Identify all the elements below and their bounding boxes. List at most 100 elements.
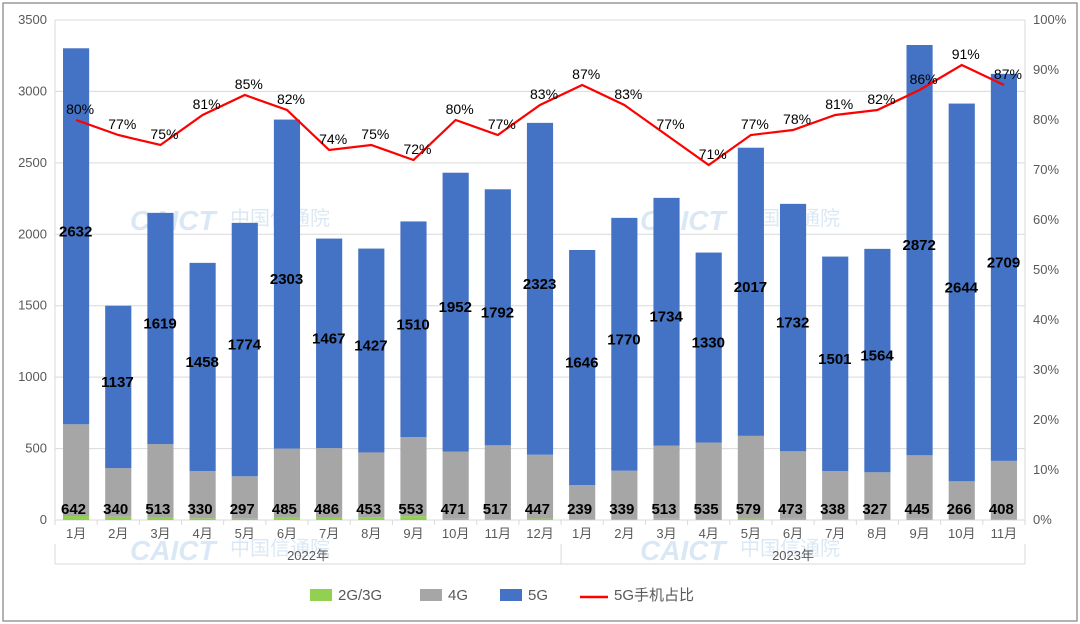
svg-text:8月: 8月 — [867, 526, 887, 541]
svg-text:3000: 3000 — [18, 83, 47, 98]
svg-text:513: 513 — [145, 501, 170, 518]
svg-text:87%: 87% — [994, 66, 1022, 82]
svg-text:86%: 86% — [910, 71, 938, 87]
svg-text:1770: 1770 — [607, 331, 640, 348]
svg-text:339: 339 — [609, 501, 634, 518]
svg-text:0: 0 — [40, 512, 47, 527]
svg-text:2872: 2872 — [902, 237, 935, 254]
svg-text:1467: 1467 — [312, 330, 345, 347]
svg-text:2303: 2303 — [270, 271, 303, 288]
svg-text:80%: 80% — [446, 101, 474, 117]
svg-text:7月: 7月 — [825, 526, 845, 541]
svg-text:2500: 2500 — [18, 155, 47, 170]
legend: 2G/3G 4G 5G 5G手机占比 — [310, 587, 694, 604]
svg-text:81%: 81% — [193, 96, 221, 112]
svg-text:4月: 4月 — [699, 526, 719, 541]
svg-text:1734: 1734 — [649, 309, 683, 326]
svg-text:83%: 83% — [614, 86, 642, 102]
svg-text:1646: 1646 — [565, 355, 598, 372]
svg-text:4月: 4月 — [192, 526, 212, 541]
svg-text:75%: 75% — [150, 126, 178, 142]
svg-text:5G手机占比: 5G手机占比 — [614, 587, 694, 604]
svg-text:20%: 20% — [1033, 412, 1059, 427]
svg-text:50%: 50% — [1033, 262, 1059, 277]
svg-text:2017: 2017 — [734, 279, 767, 296]
svg-text:1774: 1774 — [228, 337, 262, 354]
svg-text:1952: 1952 — [439, 299, 472, 316]
svg-text:2023年: 2023年 — [772, 548, 814, 563]
svg-text:2月: 2月 — [108, 526, 128, 541]
svg-text:2022年: 2022年 — [287, 548, 329, 563]
chart-container: CAICT中国信通院CAICT中国信通院CAICT中国信通院CAICT中国信通院… — [0, 0, 1080, 624]
svg-text:77%: 77% — [741, 116, 769, 132]
svg-text:80%: 80% — [1033, 112, 1059, 127]
svg-text:2000: 2000 — [18, 226, 47, 241]
svg-text:82%: 82% — [867, 91, 895, 107]
svg-text:1月: 1月 — [572, 526, 592, 541]
svg-text:9月: 9月 — [403, 526, 423, 541]
svg-text:447: 447 — [525, 501, 550, 518]
svg-text:0%: 0% — [1033, 512, 1052, 527]
svg-text:7月: 7月 — [319, 526, 339, 541]
svg-text:1137: 1137 — [101, 374, 134, 391]
svg-text:40%: 40% — [1033, 312, 1059, 327]
svg-text:2月: 2月 — [614, 526, 634, 541]
svg-text:10%: 10% — [1033, 462, 1059, 477]
svg-text:8月: 8月 — [361, 526, 381, 541]
svg-text:12月: 12月 — [526, 526, 553, 541]
svg-text:5月: 5月 — [741, 526, 761, 541]
svg-text:486: 486 — [314, 501, 339, 518]
svg-text:1427: 1427 — [354, 338, 387, 355]
svg-text:82%: 82% — [277, 91, 305, 107]
svg-text:1330: 1330 — [692, 335, 725, 352]
svg-text:CAICT: CAICT — [640, 205, 728, 236]
svg-text:2G/3G: 2G/3G — [338, 587, 382, 604]
svg-text:1619: 1619 — [143, 316, 176, 333]
svg-text:83%: 83% — [530, 86, 558, 102]
svg-text:72%: 72% — [403, 141, 431, 157]
svg-text:CAICT: CAICT — [130, 205, 218, 236]
svg-text:239: 239 — [567, 501, 592, 518]
svg-text:85%: 85% — [235, 76, 263, 92]
svg-text:4G: 4G — [448, 587, 468, 604]
svg-text:2709: 2709 — [987, 254, 1020, 271]
svg-text:77%: 77% — [488, 116, 516, 132]
svg-text:338: 338 — [820, 501, 845, 518]
svg-text:1792: 1792 — [481, 304, 514, 321]
svg-text:535: 535 — [694, 501, 719, 518]
svg-text:87%: 87% — [572, 66, 600, 82]
svg-text:30%: 30% — [1033, 362, 1059, 377]
svg-text:453: 453 — [356, 501, 381, 518]
svg-text:71%: 71% — [699, 146, 727, 162]
svg-text:6月: 6月 — [783, 526, 803, 541]
svg-text:500: 500 — [25, 441, 47, 456]
svg-text:1458: 1458 — [186, 354, 219, 371]
svg-text:266: 266 — [947, 501, 972, 518]
svg-text:3月: 3月 — [150, 526, 170, 541]
svg-text:74%: 74% — [319, 131, 347, 147]
svg-text:471: 471 — [441, 501, 466, 518]
svg-text:2644: 2644 — [945, 279, 979, 296]
svg-text:513: 513 — [651, 501, 676, 518]
svg-text:11月: 11月 — [991, 526, 1018, 541]
svg-text:91%: 91% — [952, 46, 980, 62]
svg-text:408: 408 — [989, 501, 1014, 518]
svg-text:10月: 10月 — [948, 526, 975, 541]
svg-text:77%: 77% — [108, 116, 136, 132]
svg-text:579: 579 — [736, 501, 761, 518]
svg-text:5G: 5G — [528, 587, 548, 604]
svg-text:517: 517 — [483, 501, 508, 518]
svg-text:2323: 2323 — [523, 276, 556, 293]
svg-text:3500: 3500 — [18, 12, 47, 27]
svg-text:1732: 1732 — [776, 315, 809, 332]
svg-text:6月: 6月 — [277, 526, 297, 541]
svg-text:80%: 80% — [66, 101, 94, 117]
svg-text:340: 340 — [103, 501, 128, 518]
svg-text:77%: 77% — [657, 116, 685, 132]
chart-svg: CAICT中国信通院CAICT中国信通院CAICT中国信通院CAICT中国信通院… — [0, 0, 1080, 624]
svg-text:1000: 1000 — [18, 369, 47, 384]
svg-text:78%: 78% — [783, 111, 811, 127]
svg-text:11月: 11月 — [485, 526, 512, 541]
svg-text:445: 445 — [904, 501, 929, 518]
svg-text:5月: 5月 — [235, 526, 255, 541]
